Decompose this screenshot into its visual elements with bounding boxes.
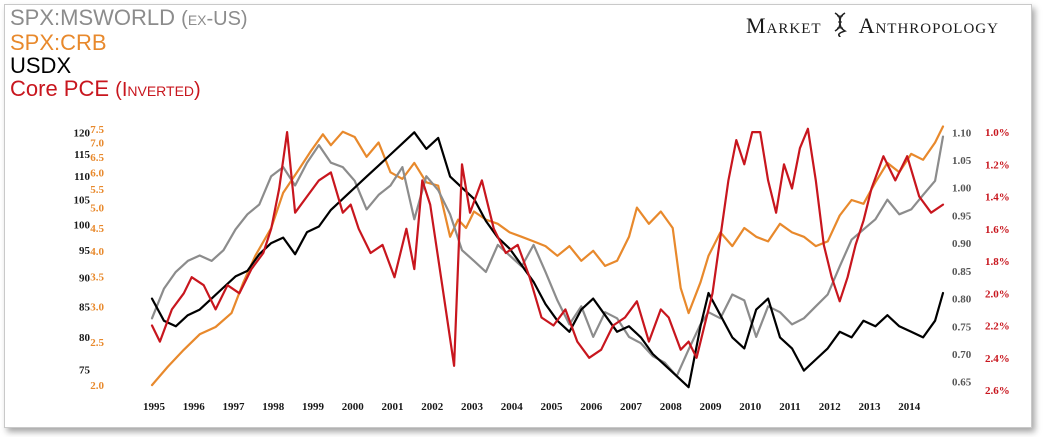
pce-tick-label: 1.6% bbox=[985, 224, 1010, 236]
msworld-tick-label: 95 bbox=[79, 245, 91, 257]
legend-pce: Core PCE (Inverted) bbox=[10, 77, 248, 102]
crb-tick-label: 7.5 bbox=[90, 124, 104, 136]
usdx-tick-label: 1.00 bbox=[952, 183, 972, 195]
legend: SPX:MSWORLD (ex-US) SPX:CRB USDX Core PC… bbox=[10, 6, 248, 102]
x-tick-label: 2004 bbox=[501, 401, 524, 413]
legend-usdx-label: USDX bbox=[10, 53, 72, 78]
msworld-tick-label: 115 bbox=[74, 149, 90, 161]
crb-tick-label: 7.0 bbox=[90, 137, 104, 149]
brand-logo: Market Anthropology bbox=[746, 12, 1031, 39]
pce-tick-label: 1.8% bbox=[985, 256, 1010, 268]
series-line-usdx bbox=[150, 131, 945, 389]
pce-tick-label: 2.2% bbox=[985, 321, 1010, 333]
x-tick-label: 2012 bbox=[819, 401, 842, 413]
x-tick-label: 2013 bbox=[858, 401, 881, 413]
series-lines bbox=[150, 125, 945, 389]
msworld-tick-label: 75 bbox=[79, 364, 91, 376]
usdx-tick-label: 0.70 bbox=[952, 349, 972, 361]
legend-msworld-suffix: (ex-US) bbox=[181, 8, 248, 30]
series-line-msworld bbox=[150, 135, 945, 378]
pce-tick-label: 2.6% bbox=[985, 385, 1010, 397]
legend-crb: SPX:CRB bbox=[10, 31, 248, 54]
x-tick-label: 1997 bbox=[222, 401, 245, 413]
x-axis: 1995 1996 1997 1998 1999 2000 2001 2002 2003 2004… bbox=[143, 401, 921, 413]
crb-tick-label: 4.5 bbox=[90, 223, 104, 235]
x-tick-label: 1996 bbox=[183, 401, 206, 413]
msworld-tick-label: 105 bbox=[74, 195, 91, 207]
usdx-tick-label: 1.10 bbox=[952, 127, 972, 139]
x-tick-label: 2002 bbox=[421, 401, 444, 413]
crb-tick-label: 6.0 bbox=[90, 167, 104, 179]
crb-tick-label: 5.5 bbox=[90, 184, 104, 196]
dna-icon bbox=[834, 12, 848, 38]
x-tick-label: 1999 bbox=[302, 401, 325, 413]
usdx-tick-label: 0.95 bbox=[952, 210, 972, 222]
msworld-tick-label: 120 bbox=[74, 127, 91, 139]
crb-tick-label: 2.0 bbox=[90, 380, 104, 392]
crb-tick-label: 6.5 bbox=[90, 152, 104, 164]
usdx-tick-label: 0.75 bbox=[952, 321, 972, 333]
x-tick-label: 2006 bbox=[580, 401, 603, 413]
crb-tick-label: 4.0 bbox=[90, 246, 104, 258]
x-tick-label: 2007 bbox=[620, 401, 643, 413]
pce-tick-label: 1.4% bbox=[985, 192, 1010, 204]
usdx-tick-label: 0.65 bbox=[952, 377, 972, 389]
x-tick-label: 2011 bbox=[779, 401, 800, 413]
usdx-tick-label: 0.90 bbox=[952, 238, 972, 250]
crb-tick-label: 3.5 bbox=[90, 272, 104, 284]
x-tick-label: 2014 bbox=[898, 401, 921, 413]
x-tick-label: 2009 bbox=[699, 401, 722, 413]
left-axes: 120 115 110 105 100 95 90 85 80 75 7.57.0 6.5 6.0 5.5… bbox=[74, 124, 105, 392]
series-line-crb bbox=[150, 125, 945, 387]
crb-tick-label: 5.0 bbox=[90, 203, 104, 215]
pce-tick-label: 2.0% bbox=[985, 288, 1010, 300]
usdx-tick-label: 0.85 bbox=[952, 266, 972, 278]
x-tick-label: 2003 bbox=[461, 401, 484, 413]
usdx-tick-label: 1.05 bbox=[952, 155, 972, 167]
legend-pce-label: Core PCE bbox=[10, 76, 110, 101]
series-line-pce bbox=[150, 127, 945, 367]
x-tick-label: 1995 bbox=[143, 401, 166, 413]
pce-tick-label: 2.4% bbox=[985, 353, 1010, 365]
legend-msworld: SPX:MSWORLD (ex-US) bbox=[10, 6, 248, 31]
msworld-tick-label: 85 bbox=[79, 301, 91, 313]
x-tick-label: 2005 bbox=[540, 401, 563, 413]
x-tick-label: 2001 bbox=[381, 401, 403, 413]
legend-pce-suffix: (Inverted) bbox=[115, 79, 201, 101]
x-tick-label: 1998 bbox=[262, 401, 285, 413]
pce-tick-label: 1.0% bbox=[985, 127, 1010, 139]
brand-word-anthropology: Anthropology bbox=[858, 13, 999, 38]
pce-tick-label: 1.2% bbox=[985, 159, 1010, 171]
crb-tick-label: 2.5 bbox=[90, 337, 104, 349]
legend-crb-label: SPX:CRB bbox=[10, 30, 107, 55]
usdx-tick-label: 0.80 bbox=[952, 294, 972, 306]
msworld-tick-label: 110 bbox=[74, 171, 90, 183]
brand-word-market: Market bbox=[746, 13, 822, 38]
x-tick-label: 2010 bbox=[739, 401, 762, 413]
right-axes: 1.10 1.05 1.00 0.95 0.90 0.85 0.80 0.75 0.70 0.65… bbox=[952, 127, 1010, 397]
msworld-tick-label: 80 bbox=[79, 332, 91, 344]
crb-tick-label: 3.0 bbox=[90, 302, 104, 314]
msworld-tick-label: 100 bbox=[74, 219, 91, 231]
x-tick-label: 2000 bbox=[342, 401, 365, 413]
x-tick-label: 2008 bbox=[660, 401, 683, 413]
legend-msworld-label: SPX:MSWORLD bbox=[10, 5, 176, 30]
msworld-tick-label: 90 bbox=[79, 272, 91, 284]
legend-usdx: USDX bbox=[10, 54, 248, 77]
